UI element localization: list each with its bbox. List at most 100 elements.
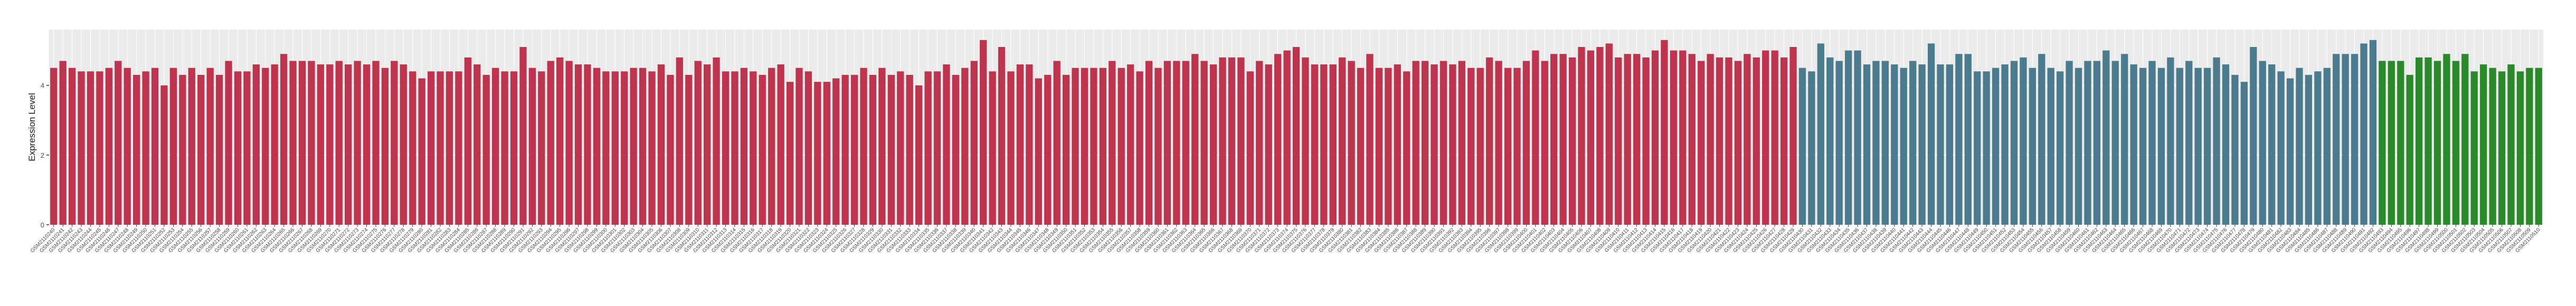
bar [1394, 64, 1401, 225]
bar [243, 71, 251, 225]
bar [657, 64, 665, 225]
bar [694, 61, 702, 225]
bar [1154, 68, 1162, 225]
bar [1550, 54, 1558, 225]
bar [206, 68, 214, 225]
bar [1596, 47, 1604, 225]
bar [1568, 57, 1576, 225]
bar [1412, 61, 1419, 225]
bar [1835, 61, 1843, 225]
bar [584, 64, 591, 225]
bar [1789, 47, 1797, 225]
bar [823, 82, 830, 225]
bar [2333, 54, 2340, 225]
bar [2461, 54, 2469, 225]
bar [2213, 57, 2220, 225]
bar [2250, 47, 2257, 225]
bar [2489, 68, 2496, 225]
bar [1845, 50, 1852, 225]
bar [1964, 54, 1972, 225]
bar [961, 68, 969, 225]
bar [1725, 57, 1732, 225]
bar [446, 71, 453, 225]
bar [2360, 43, 2367, 225]
bar [252, 64, 260, 225]
bar [1504, 68, 1512, 225]
bar [1661, 40, 1668, 225]
bar [1615, 57, 1622, 225]
bar [1044, 74, 1052, 225]
bar [225, 61, 232, 225]
y-tick-label: 0 [41, 221, 44, 229]
bar [878, 68, 886, 225]
bar [1698, 61, 1705, 225]
bar [363, 64, 371, 225]
bar [1256, 61, 1263, 225]
bar [1559, 54, 1567, 225]
bar [713, 57, 720, 225]
bar [78, 71, 85, 225]
bar [59, 61, 67, 225]
bar [1007, 71, 1015, 225]
bar [262, 68, 269, 225]
bar [2176, 68, 2183, 225]
bar [777, 64, 784, 225]
bar [1688, 54, 1696, 225]
bar [400, 64, 407, 225]
bar [970, 61, 978, 225]
bar [565, 61, 573, 225]
bar [1136, 71, 1143, 225]
bar [1081, 68, 1088, 225]
bar [215, 74, 223, 225]
bar [1026, 64, 1033, 225]
bar [1320, 64, 1328, 225]
bar [510, 71, 518, 225]
bar [814, 82, 821, 225]
bar [1237, 57, 1245, 225]
bar [915, 85, 923, 225]
bar [2397, 61, 2404, 225]
bar [1403, 71, 1410, 225]
bar [1209, 64, 1217, 225]
bar [2452, 61, 2459, 225]
bar [1421, 61, 1429, 225]
bar [1348, 61, 1355, 225]
bar [2296, 68, 2303, 225]
bar [1449, 64, 1456, 225]
bar [1127, 64, 1134, 225]
bar [2415, 57, 2423, 225]
bar [1339, 57, 1346, 225]
bar [547, 61, 554, 225]
bar [142, 71, 149, 225]
bar [1283, 50, 1291, 225]
bar [538, 71, 545, 225]
bar [2066, 61, 2073, 225]
bar [1670, 50, 1677, 225]
bar [1826, 57, 1834, 225]
bar [437, 71, 444, 225]
bar [2157, 68, 2165, 225]
y-tick-label: 2 [41, 151, 44, 159]
bar [2351, 54, 2359, 225]
bar [96, 71, 103, 225]
bar [2020, 57, 2027, 225]
bar [1182, 61, 1189, 225]
bar [179, 74, 186, 225]
bar [1439, 61, 1447, 225]
bar [1522, 61, 1530, 225]
bar [1292, 47, 1300, 225]
bar [1035, 78, 1042, 225]
bar [50, 68, 58, 225]
bar [1357, 68, 1365, 225]
bar [1090, 68, 1097, 225]
bar [1716, 57, 1723, 225]
bar [1854, 50, 1861, 225]
bar [804, 71, 812, 225]
y-tick-label: 4 [41, 82, 44, 90]
bar [1605, 43, 1613, 225]
bar [832, 78, 840, 225]
bar [1808, 71, 1815, 225]
bar [2222, 64, 2230, 225]
bar [308, 61, 315, 225]
